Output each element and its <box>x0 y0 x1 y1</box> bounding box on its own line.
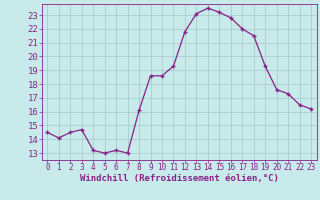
X-axis label: Windchill (Refroidissement éolien,°C): Windchill (Refroidissement éolien,°C) <box>80 174 279 183</box>
